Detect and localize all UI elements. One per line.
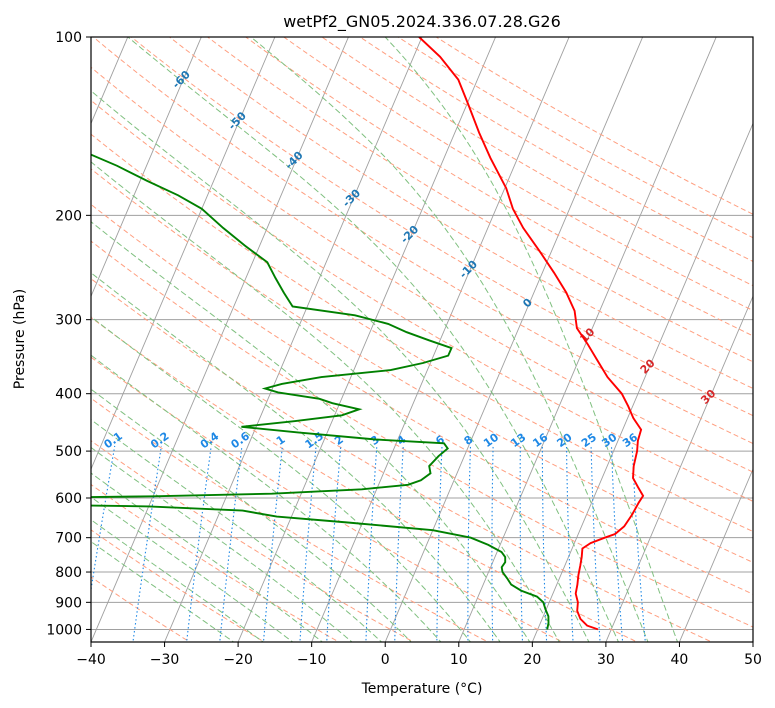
mixing-ratio-line [394,445,404,642]
plot-frame [90,36,754,643]
y-axis-label: Pressure (hPa) [12,289,28,389]
mixing-ratio-line [326,445,342,642]
chart-title: wetPf2_GN05.2024.336.07.28.G26 [283,12,561,32]
isotherm-line [164,37,423,642]
dry-adiabat-line [91,278,713,642]
isotherm-line [605,295,753,642]
dry-adiabat-line [91,529,266,642]
x-tick-label: 10 [450,652,468,668]
moist-adiabat-line [91,272,501,642]
y-tick-label: 200 [55,208,82,224]
dry-adiabat-line [282,37,753,312]
dry-adiabat-line [91,356,564,642]
dry-adiabat-line [91,99,753,502]
y-tick-label: 300 [55,313,82,329]
x-tick-label: 20 [523,652,541,668]
y-tick-label: 900 [55,595,82,611]
moist-adiabat-line [91,221,531,642]
moist-adiabat-line [384,37,679,642]
isotherm-line [91,37,276,471]
mixing-ratio-line [467,445,472,642]
moist-adiabat-line [91,316,472,642]
y-tick-label: 1000 [46,622,82,638]
x-tick-label: −10 [297,652,327,668]
dry-adiabat-line [91,133,753,533]
x-tick-label: 40 [671,652,689,668]
dry-adiabat-line [91,203,753,595]
axis-ticks: −40 −30 −20 −10 0 10 20 30 40 50 100 200 300 400 500 60… [46,30,762,668]
mixing-ratio-line [132,445,162,642]
x-axis-label: Temperature (°C) [361,681,483,697]
y-tick-label: 600 [55,491,82,507]
mixing-ratio-line [541,445,548,642]
background-grid [91,37,753,642]
x-tick-label: 30 [597,652,615,668]
y-tick-label: 700 [55,531,82,547]
isotherm-line [458,37,717,642]
y-tick-label: 400 [55,387,82,403]
dry-adiabat-line [130,37,753,417]
moist-adiabat-line [91,354,442,642]
mixing-ratio-line [565,445,574,642]
moist-adiabat-line [91,446,353,642]
mixing-ratio-line [219,445,243,642]
dry-adiabat-line [321,37,753,287]
y-tick-label: 100 [55,30,82,46]
dry-adiabat-line [91,66,753,473]
x-tick-label: −30 [150,652,180,668]
y-tick-label: 500 [55,444,82,460]
x-tick-label: −40 [76,652,106,668]
dewpoint-profile-line [91,153,550,630]
x-tick-label: 0 [381,652,390,668]
mixing-ratio-line [631,445,646,642]
moist-adiabat-line [91,519,265,642]
temperature-profile-line [418,37,645,631]
mixing-ratio-line [519,445,524,642]
isotherm-line [678,467,753,642]
isotherm-line [531,122,753,642]
isotherm-line [91,37,202,298]
isotherm-line [237,37,497,642]
mixing-ratio-line [590,445,601,642]
mixing-ratio-line [436,445,443,642]
moist-adiabat-line [91,540,235,642]
moist-adiabat-line [127,37,620,642]
isotherm-line [384,37,644,642]
dry-adiabat-line [92,37,753,445]
dry-adiabat-line [91,240,753,628]
mixing-ratio-line [491,445,494,642]
isotherm-line [311,37,570,642]
mixing-ratio-line [262,445,283,642]
mixing-ratio-line [610,445,624,642]
dry-adiabat-line [91,397,490,642]
moist-adiabat-line [91,90,590,642]
dry-adiabat-line [91,483,340,642]
x-tick-label: 50 [744,652,762,668]
moist-adiabat-line [250,37,649,642]
dry-adiabat-line [91,316,639,642]
moist-adiabat-line [91,419,383,642]
x-tick-label: −20 [223,652,253,668]
mixing-ratio-line [365,445,378,642]
mixing-ratio-line [186,445,212,642]
y-tick-label: 800 [55,565,82,581]
isotherm-line [91,37,349,642]
moist-adiabat-line [91,472,324,642]
moist-adiabat-line [91,161,560,642]
profile-lines [91,37,645,631]
